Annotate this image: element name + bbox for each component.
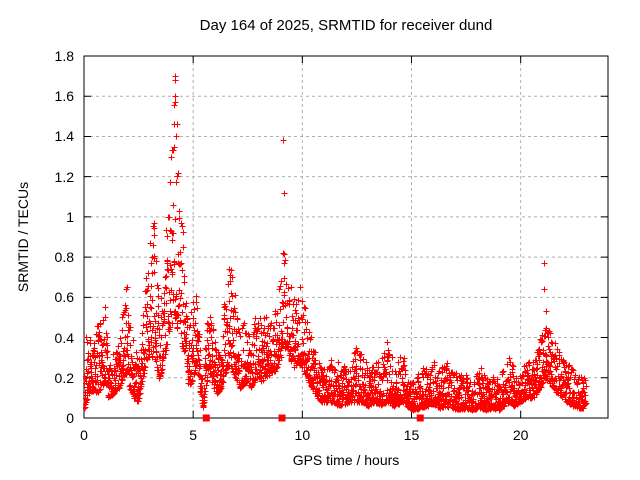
y-tick-label: 0.4 [54,329,74,346]
axis-ticks [83,55,608,419]
y-tick-label: 1.8 [54,48,74,64]
y-tick-label: 0 [66,410,74,426]
square-marker [278,414,286,422]
y-tick-label: 1.2 [54,168,74,185]
x-axis-label: GPS time / hours [292,452,400,468]
chart-title: Day 164 of 2025, SRMTID for receiver dun… [199,17,493,34]
x-tick-label: 5 [189,427,198,443]
y-tick-label: 0.2 [54,369,74,386]
square-marker [416,414,424,422]
y-tick-label: 1.4 [54,128,74,145]
grid-lines [84,56,608,418]
y-tick-label: 0.6 [54,289,74,306]
y-tick-label: 1 [66,208,74,225]
plot-border [83,55,609,419]
square-marker [202,414,210,422]
square-marker-series [202,414,424,422]
x-tick-label: 0 [80,427,88,443]
y-tick-label: 1.6 [54,88,74,105]
x-tick-label: 15 [403,427,420,443]
x-tick-label: 20 [512,427,529,443]
y-tick-label: 0.8 [54,249,74,266]
srmtid-series [83,73,590,414]
x-tick-label: 10 [294,427,311,443]
